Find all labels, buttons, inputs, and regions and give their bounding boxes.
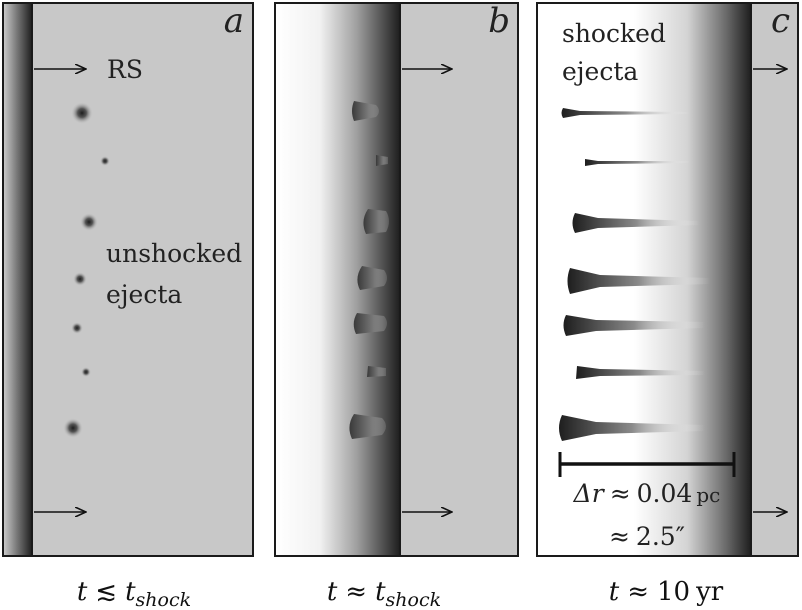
unshocked-clump [100,156,110,166]
shocked-clump [357,266,387,290]
unshocked-clump [80,213,98,231]
shocked-clump-tail [567,268,710,294]
panel-b: b [274,1,519,557]
shocked-clump [353,313,387,334]
shocked-clump [367,366,386,377]
panel-b-caption: t ≈ tshock [327,577,441,610]
panel-b-clumps [349,101,389,439]
unshocked-label-line1: unshocked [106,239,242,268]
shocked-clump-tail [563,315,705,336]
shocked-clump-tail [572,213,700,233]
shocked-clump-tail [585,159,690,166]
panel-a-clumps [63,102,110,438]
panel-c-caption: t ≈10 yr [609,577,724,607]
shocked-clump-tail [559,415,705,441]
shocked-label-line2: ejecta [562,57,638,86]
scale-bar-label-line2: ≈2.5″ [609,522,685,551]
panel-b-letter: b [488,1,510,41]
scale-bar-label-line1: Δr ≈0.04 pc [573,479,721,508]
panel-a: a RS unshocked ejecta [2,1,254,557]
unshocked-clump [71,322,83,334]
unshocked-clump [81,367,91,377]
shocked-clump-tail [561,108,690,118]
shocked-clump [363,209,389,234]
reverse-shock-label: RS [107,55,143,84]
shocked-clump [349,414,386,439]
panel-a-shock-front [4,4,32,555]
panel-c-clumps [559,108,710,441]
unshocked-clump [73,272,87,286]
shocked-clump-tail [576,366,705,379]
panel-c-letter: c [771,1,790,41]
unshocked-label-line2: ejecta [106,280,182,309]
panel-a-caption: t ≲ tshock [77,577,191,610]
panel-a-letter: a [224,1,244,41]
shocked-clump [376,155,388,166]
panel-c: c shocked ejecta Δr ≈0.04 pc ≈2.5″ [536,1,799,557]
shocked-clump [352,101,379,121]
unshocked-clump [71,102,93,124]
unshocked-clump [63,418,83,438]
shocked-label-line1: shocked [562,19,666,48]
scale-bar [558,452,736,477]
